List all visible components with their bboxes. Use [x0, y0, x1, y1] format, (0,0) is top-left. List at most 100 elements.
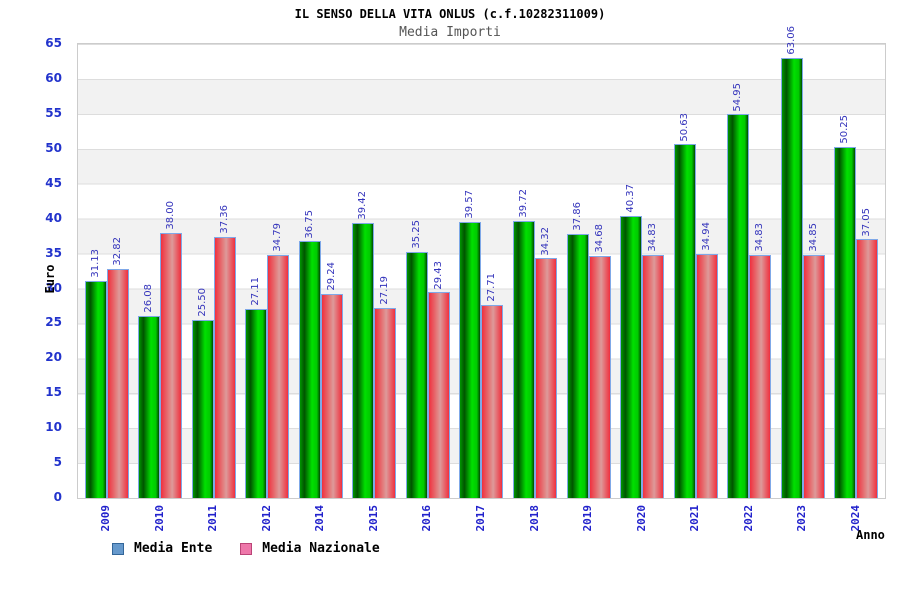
bar-value-label: 35.25 [410, 220, 422, 249]
x-axis-title: Anno [856, 528, 885, 542]
bar-media-ente-2009 [84, 280, 107, 498]
x-tick-label-2016: 2016 [420, 505, 434, 532]
bar-value-label: 32.82 [111, 237, 123, 266]
bar-value-label: 34.32 [540, 226, 552, 256]
bar-group-2017: 39.57 27.71 [455, 190, 509, 498]
bar-group-2023: 63.06 34.85 [776, 26, 830, 498]
bar-unit: 29.43 [427, 261, 450, 498]
bar-unit: 35.25 [405, 220, 428, 498]
x-tick-label-2019: 2019 [581, 505, 595, 532]
y-tick-label: 45 [45, 175, 62, 190]
bar-value-label: 34.85 [807, 222, 819, 252]
bar-value-label: 27.11 [250, 276, 262, 306]
bar-unit: 38.00 [160, 201, 183, 498]
y-tick-label: 15 [45, 385, 62, 400]
bar-media-ente-2011 [191, 319, 214, 498]
x-tick-cell: 2020 [614, 505, 668, 532]
legend-item-media-ente: Media Ente [112, 541, 212, 556]
y-tick-label: 5 [53, 455, 62, 470]
bar-media-nazionale-2019 [588, 255, 611, 498]
legend-swatch-media-nazionale [240, 542, 253, 555]
x-axis-tick-labels: 2009 2010 2011 2012 2014 2015 2016 2017 2018 2019… [79, 505, 882, 532]
bar-unit: 34.83 [642, 223, 665, 498]
bar-media-ente-2014 [298, 241, 321, 498]
y-tick-label: 10 [45, 420, 62, 435]
legend: Media Ente Media Nazionale [112, 541, 380, 556]
bar-value-label: 39.42 [357, 191, 369, 220]
bar-unit: 29.24 [320, 262, 343, 498]
bar-media-ente-2016 [405, 251, 428, 498]
y-tick-label: 60 [45, 70, 62, 85]
legend-label: Media Ente [134, 541, 213, 556]
bar-media-ente-2024 [834, 147, 857, 498]
bar-media-ente-2015 [352, 222, 375, 498]
bar-media-nazionale-2021 [695, 254, 718, 498]
bar-value-label: 37.86 [571, 201, 583, 231]
bar-value-label: 29.24 [325, 262, 337, 291]
bar-unit: 26.08 [138, 284, 161, 498]
bar-group-2018: 39.72 34.32 [508, 189, 562, 498]
y-tick-label: 0 [53, 490, 62, 504]
x-tick-label-2018: 2018 [527, 505, 541, 532]
x-tick-label-2012: 2012 [259, 505, 273, 532]
x-tick-label-2020: 2020 [634, 505, 648, 532]
bar-media-ente-2020 [620, 216, 643, 498]
bar-unit: 27.71 [481, 273, 504, 498]
x-tick-label-2011: 2011 [206, 505, 220, 532]
bar-media-nazionale-2016 [427, 292, 450, 498]
x-tick-label-2010: 2010 [152, 505, 166, 532]
bar-media-ente-2012 [245, 308, 268, 498]
bar-group-2012: 27.11 34.79 [241, 223, 295, 498]
bar-unit: 50.63 [673, 112, 696, 498]
y-tick-label: 25 [45, 315, 62, 330]
bar-media-nazionale-2024 [856, 239, 879, 498]
bar-value-label: 34.83 [754, 223, 766, 252]
x-tick-cell: 2016 [400, 505, 454, 532]
bar-unit: 37.86 [566, 201, 589, 498]
bar-value-label: 37.36 [218, 205, 230, 235]
bar-media-ente-2023 [780, 57, 803, 498]
x-tick-cell: 2022 [721, 505, 775, 532]
y-tick-label: 30 [45, 280, 62, 295]
bar-unit: 39.72 [513, 188, 536, 498]
bar-unit: 27.19 [374, 276, 397, 498]
bar-unit: 34.79 [267, 223, 290, 498]
y-tick-label: 35 [45, 245, 62, 260]
x-tick-cell: 2014 [293, 505, 347, 532]
x-tick-label-2021: 2021 [688, 505, 702, 532]
bar-media-nazionale-2012 [267, 255, 290, 498]
bar-group-2020: 40.37 34.83 [615, 184, 669, 498]
bar-media-nazionale-2011 [213, 237, 236, 498]
bar-media-nazionale-2022 [749, 254, 772, 498]
bar-value-label: 26.08 [143, 284, 155, 313]
x-tick-cell: 2023 [775, 505, 829, 532]
bar-value-label: 34.79 [272, 223, 284, 252]
bar-value-label: 34.68 [593, 224, 605, 253]
x-tick-label-2014: 2014 [313, 505, 327, 532]
y-tick-label: 55 [45, 105, 62, 120]
bar-value-label: 50.25 [839, 115, 851, 144]
legend-label: Media Nazionale [262, 541, 380, 556]
bar-unit: 25.50 [191, 288, 214, 498]
bar-unit: 40.37 [620, 184, 643, 498]
y-tick-label: 20 [45, 350, 62, 365]
bar-value-label: 39.72 [518, 188, 530, 218]
bar-media-nazionale-2023 [802, 254, 825, 498]
bar-media-ente-2022 [727, 114, 750, 498]
bar-unit: 50.25 [834, 115, 857, 498]
bar-value-label: 39.57 [464, 189, 476, 219]
bar-unit: 37.05 [856, 207, 879, 498]
x-tick-label-2022: 2022 [741, 505, 755, 532]
bar-value-label: 63.06 [785, 25, 797, 55]
bar-unit: 34.68 [588, 224, 611, 498]
bar-group-2010: 26.08 38.00 [134, 201, 188, 498]
y-tick-label: 40 [45, 210, 62, 225]
x-tick-label-2023: 2023 [795, 505, 809, 532]
bar-unit: 39.42 [352, 191, 375, 498]
x-tick-cell: 2021 [668, 505, 722, 532]
bar-value-label: 37.05 [861, 207, 873, 237]
bar-media-nazionale-2009 [106, 268, 129, 498]
x-tick-cell: 2010 [133, 505, 187, 532]
x-tick-label-2017: 2017 [473, 505, 487, 532]
bar-value-label: 50.63 [678, 112, 690, 142]
